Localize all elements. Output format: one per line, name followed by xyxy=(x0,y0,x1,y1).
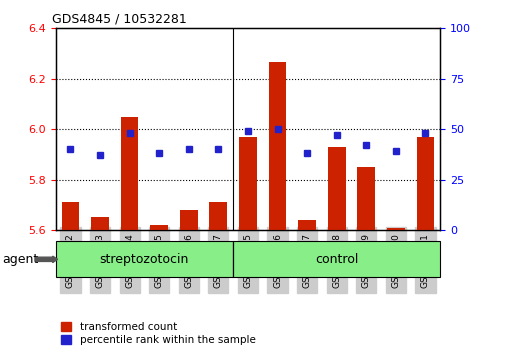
Bar xyxy=(121,116,138,230)
Bar xyxy=(238,137,257,230)
Bar xyxy=(233,241,439,277)
Text: streptozotocin: streptozotocin xyxy=(99,253,189,266)
Bar xyxy=(268,62,286,230)
Text: agent: agent xyxy=(3,253,39,266)
Bar xyxy=(357,167,374,230)
Legend: transformed count, percentile rank within the sample: transformed count, percentile rank withi… xyxy=(61,322,255,345)
Bar xyxy=(386,228,404,230)
Bar xyxy=(297,220,315,230)
Bar xyxy=(56,241,233,277)
Bar xyxy=(91,217,109,230)
Text: control: control xyxy=(315,253,358,266)
Text: GDS4845 / 10532281: GDS4845 / 10532281 xyxy=(52,13,186,26)
Bar xyxy=(180,210,197,230)
Bar xyxy=(150,225,168,230)
Bar xyxy=(327,147,345,230)
Bar xyxy=(62,202,79,230)
Bar xyxy=(416,137,433,230)
Bar xyxy=(209,202,227,230)
